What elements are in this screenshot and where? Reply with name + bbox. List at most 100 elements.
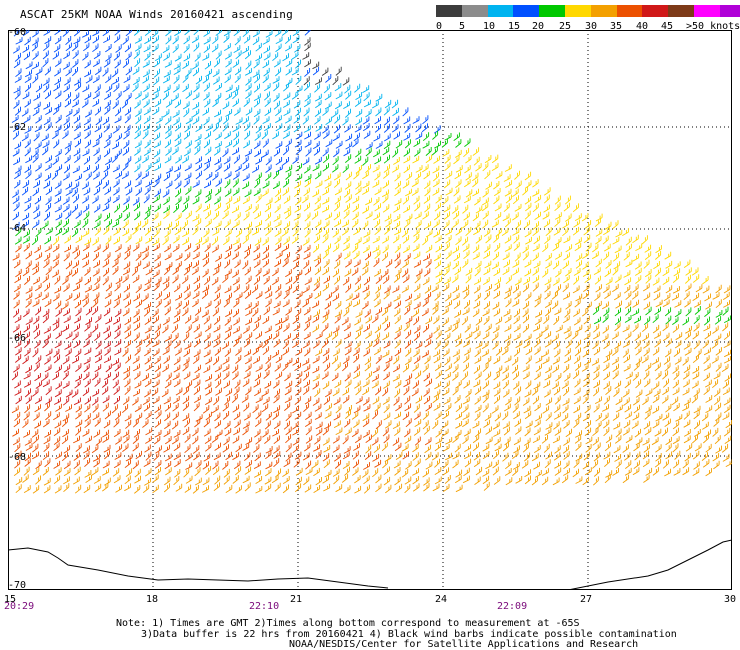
wind-barb bbox=[294, 204, 302, 213]
wind-barb bbox=[164, 380, 172, 389]
wind-barb bbox=[415, 341, 423, 350]
wind-barb bbox=[382, 235, 389, 244]
wind-barb bbox=[205, 218, 212, 228]
wind-barb bbox=[603, 227, 610, 236]
wind-barb bbox=[232, 475, 239, 484]
wind-barb bbox=[113, 386, 120, 395]
wind-barb bbox=[92, 252, 99, 262]
wind-barb bbox=[143, 194, 150, 204]
wind-barb bbox=[472, 442, 479, 452]
wind-barb bbox=[292, 220, 299, 230]
wind-barb bbox=[594, 396, 602, 405]
wind-barb bbox=[504, 333, 512, 342]
wind-barb bbox=[35, 227, 42, 237]
wind-barb bbox=[192, 355, 200, 365]
wind-barb bbox=[544, 372, 552, 381]
wind-barb bbox=[362, 245, 370, 254]
wind-barb bbox=[564, 195, 571, 205]
wind-barb bbox=[322, 234, 329, 244]
lon-label-24: 24 bbox=[435, 594, 448, 605]
wind-barb bbox=[224, 268, 232, 277]
wind-barb bbox=[292, 357, 299, 366]
wind-barb bbox=[482, 331, 490, 340]
wind-barb bbox=[561, 474, 569, 484]
wind-barb bbox=[53, 139, 60, 149]
wind-barb bbox=[142, 130, 149, 140]
wind-barb bbox=[85, 306, 92, 316]
wind-barb bbox=[593, 380, 600, 389]
wind-barb bbox=[81, 181, 89, 190]
wind-barb bbox=[635, 275, 642, 284]
wind-barb bbox=[365, 315, 372, 324]
wind-barb bbox=[172, 403, 179, 412]
wind-barb bbox=[295, 163, 302, 172]
wind-barb bbox=[14, 411, 21, 422]
wind-barb bbox=[512, 403, 519, 413]
wind-barb bbox=[103, 123, 110, 133]
wind-barb bbox=[333, 148, 340, 158]
wind-barb bbox=[164, 476, 171, 486]
wind-barb bbox=[35, 460, 42, 470]
wind-barb bbox=[415, 165, 423, 173]
wind-barb bbox=[62, 381, 70, 389]
wind-barb bbox=[371, 100, 379, 109]
wind-barb bbox=[24, 69, 32, 78]
wind-barb bbox=[232, 269, 239, 278]
wind-barb bbox=[254, 452, 261, 462]
wind-barb bbox=[304, 277, 312, 286]
wind-barb bbox=[454, 310, 461, 318]
wind-barb bbox=[304, 266, 311, 276]
wind-barb bbox=[154, 363, 162, 373]
wind-barb bbox=[14, 141, 22, 150]
wind-barb bbox=[492, 450, 499, 460]
wind-barb bbox=[435, 370, 442, 379]
wind-barb bbox=[533, 338, 541, 348]
wind-barb bbox=[424, 355, 431, 365]
wind-barb bbox=[375, 284, 381, 294]
wind-barb bbox=[304, 396, 312, 405]
wind-barb bbox=[533, 461, 540, 470]
wind-barb bbox=[352, 219, 359, 228]
wind-barb bbox=[513, 308, 520, 318]
wind-barb bbox=[713, 460, 720, 470]
wind-barb bbox=[223, 43, 231, 51]
wind-barb bbox=[275, 355, 283, 364]
wind-barb bbox=[363, 484, 370, 494]
wind-barb bbox=[435, 269, 443, 278]
wind-barb bbox=[124, 114, 131, 124]
wind-barb bbox=[143, 283, 151, 292]
wind-barb bbox=[304, 484, 312, 493]
wind-barb bbox=[534, 346, 541, 355]
wind-barb bbox=[164, 244, 171, 253]
wind-barb bbox=[211, 236, 218, 246]
wind-barb bbox=[365, 197, 372, 206]
wind-barb bbox=[473, 285, 481, 294]
wind-barb bbox=[615, 397, 623, 406]
wind-barb bbox=[273, 405, 281, 414]
wind-barb bbox=[92, 99, 100, 107]
wind-barb bbox=[303, 252, 311, 260]
wind-barb bbox=[344, 268, 352, 277]
wind-barb bbox=[152, 315, 159, 325]
wind-barb bbox=[533, 445, 541, 453]
wind-barb bbox=[72, 50, 79, 60]
wind-barb bbox=[602, 314, 609, 323]
wind-barb bbox=[553, 404, 561, 414]
wind-barb bbox=[33, 93, 41, 101]
wind-barb bbox=[53, 460, 61, 469]
wind-barb bbox=[502, 365, 509, 374]
wind-barb bbox=[442, 149, 450, 157]
wind-barb bbox=[595, 213, 603, 222]
wind-barb bbox=[83, 156, 90, 165]
wind-barb bbox=[362, 379, 370, 388]
wind-barb bbox=[434, 260, 441, 270]
wind-barb bbox=[401, 469, 409, 478]
wind-barb bbox=[152, 348, 160, 357]
wind-barb bbox=[552, 435, 560, 444]
wind-barb bbox=[75, 373, 82, 382]
wind-barb bbox=[222, 444, 229, 453]
wind-barb bbox=[224, 188, 232, 197]
wind-barb bbox=[461, 316, 468, 326]
wind-barb bbox=[332, 268, 339, 278]
wind-barb bbox=[155, 291, 162, 300]
